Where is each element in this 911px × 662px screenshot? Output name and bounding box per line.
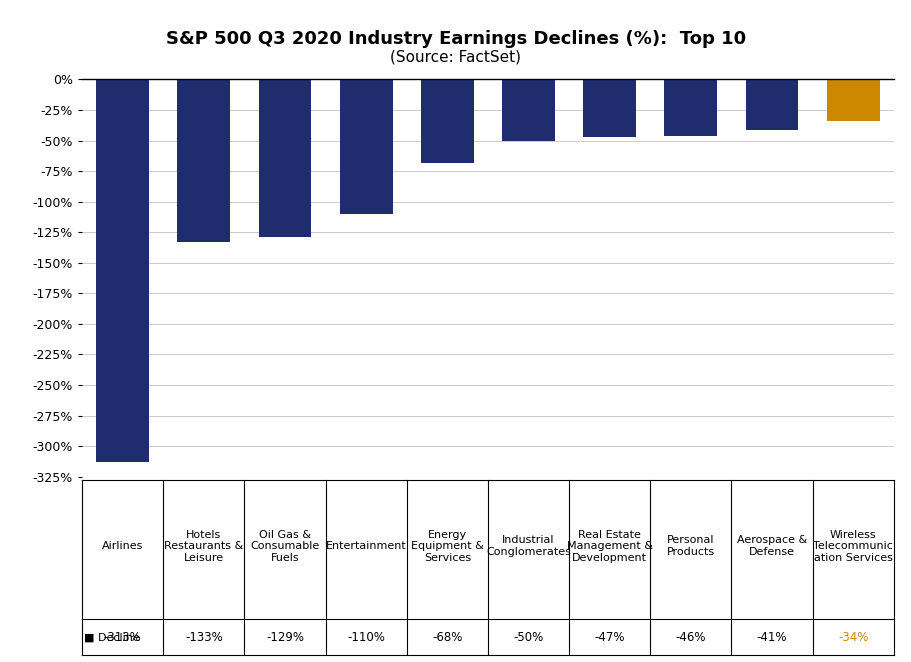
Text: -110%: -110% [347,631,384,643]
Text: Hotels
Restaurants &
Leisure: Hotels Restaurants & Leisure [164,530,243,563]
Text: -50%: -50% [513,631,543,643]
Text: -133%: -133% [185,631,222,643]
Text: -129%: -129% [266,631,303,643]
Text: -68%: -68% [432,631,462,643]
Bar [664,79,716,136]
Text: -47%: -47% [594,631,624,643]
Text: Energy
Equipment &
Services: Energy Equipment & Services [411,530,483,563]
Text: Real Estate
Management &
Development: Real Estate Management & Development [566,530,652,563]
Bar [259,79,311,237]
Bar [745,79,797,130]
Text: -313%: -313% [104,631,141,643]
Text: Personal
Products: Personal Products [666,536,714,557]
Text: Airlines: Airlines [102,541,143,551]
Bar [502,79,554,140]
Text: (Source: FactSet): (Source: FactSet) [390,50,521,65]
Bar [583,79,635,137]
Bar [97,79,148,462]
Bar [340,79,392,214]
Text: -34%: -34% [837,631,867,643]
Text: ■ Decline: ■ Decline [84,632,139,642]
Text: -41%: -41% [756,631,786,643]
Bar [826,79,878,121]
Text: Oil Gas &
Consumable
Fuels: Oil Gas & Consumable Fuels [251,530,319,563]
Text: -46%: -46% [675,631,705,643]
Bar [421,79,473,163]
Text: Wireless
Telecommunic
ation Services: Wireless Telecommunic ation Services [813,530,892,563]
Bar [178,79,230,242]
Text: Entertainment: Entertainment [325,541,406,551]
Text: S&P 500 Q3 2020 Industry Earnings Declines (%):  Top 10: S&P 500 Q3 2020 Industry Earnings Declin… [166,30,745,48]
Text: Industrial
Conglomerates: Industrial Conglomerates [486,536,570,557]
Text: Aerospace &
Defense: Aerospace & Defense [736,536,806,557]
